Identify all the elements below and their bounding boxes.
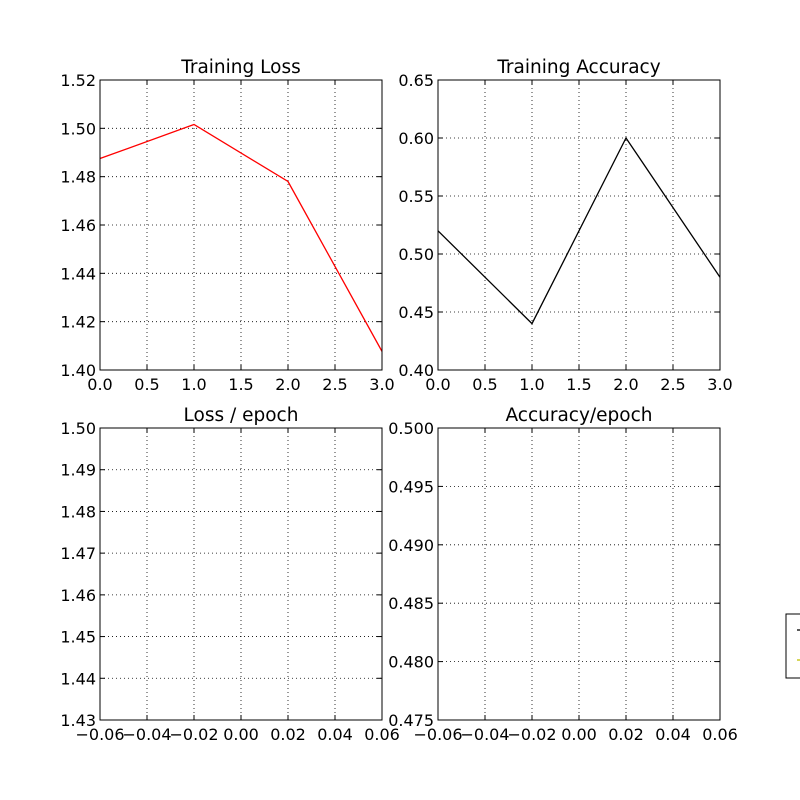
- accuracy-per-epoch-y-tick-label: 0.480: [388, 653, 434, 672]
- loss-per-epoch-y-tick-label: 1.47: [60, 544, 96, 563]
- accuracy-per-epoch-y-tick-label: 0.485: [388, 594, 434, 613]
- training-accuracy-series-line: [437, 136, 721, 325]
- training-loss-y-tick-label: 1.40: [60, 361, 96, 380]
- loss-per-epoch-x-tick-label: 0.04: [317, 725, 353, 744]
- loss-per-epoch-axes-frame: [99, 427, 383, 721]
- training-accuracy-x-tick-label: 0.0: [425, 375, 450, 394]
- training-loss-x-tick-label: 0.0: [87, 375, 112, 394]
- training-accuracy-title: Training Accuracy: [496, 57, 660, 78]
- accuracy-per-epoch-x-tick-label: 0.02: [608, 725, 644, 744]
- training-accuracy-y-tick-label: 0.45: [398, 303, 434, 322]
- accuracy-per-epoch-x-tick-label: 0.06: [702, 725, 738, 744]
- training-loss-x-tick-label: 0.5: [134, 375, 159, 394]
- training-loss-series-line: [99, 123, 383, 352]
- accuracy-per-epoch-title: Accuracy/epoch: [505, 405, 652, 426]
- accuracy-per-epoch-y-tick-label: 0.500: [388, 419, 434, 438]
- training-accuracy-y-tick-label: 0.50: [398, 245, 434, 264]
- accuracy-per-epoch-panel: −0.06−0.04−0.02 0.00 0.02 0.04 0.06 0.475 0.48…: [388, 405, 738, 744]
- training-loss-y-tick-label: 1.50: [60, 119, 96, 138]
- training-accuracy-y-tick-label: 0.60: [398, 129, 434, 148]
- loss-per-epoch-title: Loss / epoch: [184, 405, 299, 426]
- loss-per-epoch-y-tick-label: 1.43: [60, 711, 96, 730]
- training-accuracy-axes-frame: [437, 79, 721, 371]
- training-accuracy-panel: 0.0 0.5 1.0 1.5 2.0 2.5 3.0 0.40 0.45 0.50 0.55 0.6…: [398, 57, 732, 394]
- accuracy-per-epoch-y-tick-label: 0.495: [388, 477, 434, 496]
- loss-per-epoch-y-tick-label: 1.46: [60, 586, 96, 605]
- loss-per-epoch-x-tick-label: 0.02: [270, 725, 306, 744]
- training-loss-x-tick-label: 1.0: [181, 375, 206, 394]
- training-accuracy-x-tick-label: 0.5: [472, 375, 497, 394]
- accuracy-per-epoch-x-tick-label: 0.04: [655, 725, 691, 744]
- training-loss-x-tick-label: 1.5: [228, 375, 253, 394]
- loss-per-epoch-x-tick-label: −0.06: [75, 725, 124, 744]
- loss-per-epoch-y-tick-label: 1.44: [60, 669, 96, 688]
- loss-per-epoch-y-tick-label: 1.50: [60, 419, 96, 438]
- training-loss-title: Training Loss: [180, 57, 300, 78]
- accuracy-per-epoch-y-tick-label: 0.475: [388, 711, 434, 730]
- training-loss-y-tick-label: 1.52: [60, 71, 96, 90]
- loss-per-epoch-x-tick-label: 0.00: [223, 725, 259, 744]
- training-accuracy-x-tick-label: 2.0: [613, 375, 638, 394]
- legend-frame: [785, 613, 800, 679]
- training-loss-axes-frame: [99, 79, 383, 371]
- loss-per-epoch-y-tick-label: 1.45: [60, 628, 96, 647]
- accuracy-per-epoch-x-tick-label: 0.00: [561, 725, 597, 744]
- training-accuracy-y-tick-label: 0.55: [398, 187, 434, 206]
- training-accuracy-y-tick-label: 0.65: [398, 71, 434, 90]
- accuracy-per-epoch-x-tick-label: −0.02: [507, 725, 556, 744]
- loss-per-epoch-y-tick-label: 1.48: [60, 502, 96, 521]
- legend: [785, 613, 800, 679]
- training-loss-panel: 0.0 0.5 1.0 1.5 2.0 2.5 3.0 1.40 1.42 1.44 1.46 1.4…: [60, 57, 394, 394]
- loss-per-epoch-x-tick-label: −0.04: [122, 725, 171, 744]
- training-loss-y-tick-label: 1.46: [60, 216, 96, 235]
- training-loss-y-tick-label: 1.48: [60, 168, 96, 187]
- accuracy-per-epoch-y-tick-label: 0.490: [388, 536, 434, 555]
- training-accuracy-x-tick-label: 3.0: [707, 375, 732, 394]
- training-loss-x-tick-label: 2.0: [275, 375, 300, 394]
- accuracy-per-epoch-x-tick-label: −0.06: [413, 725, 462, 744]
- loss-per-epoch-x-tick-label: 0.06: [364, 725, 400, 744]
- training-loss-x-tick-label: 2.5: [322, 375, 347, 394]
- training-loss-x-tick-label: 3.0: [369, 375, 394, 394]
- training-loss-y-tick-label: 1.42: [60, 313, 96, 332]
- training-loss-y-tick-label: 1.44: [60, 264, 96, 283]
- loss-per-epoch-panel: −0.06−0.04−0.02 0.00 0.02 0.04 0.06 1.43 1.44 1…: [60, 405, 399, 744]
- training-accuracy-x-tick-label: 2.5: [660, 375, 685, 394]
- accuracy-per-epoch-x-tick-label: −0.04: [460, 725, 509, 744]
- loss-per-epoch-x-tick-label: −0.02: [169, 725, 218, 744]
- training-accuracy-x-tick-label: 1.0: [519, 375, 544, 394]
- accuracy-per-epoch-axes-frame: [437, 427, 721, 721]
- training-accuracy-y-tick-label: 0.40: [398, 361, 434, 380]
- training-accuracy-x-tick-label: 1.5: [566, 375, 591, 394]
- loss-per-epoch-y-tick-label: 1.49: [60, 461, 96, 480]
